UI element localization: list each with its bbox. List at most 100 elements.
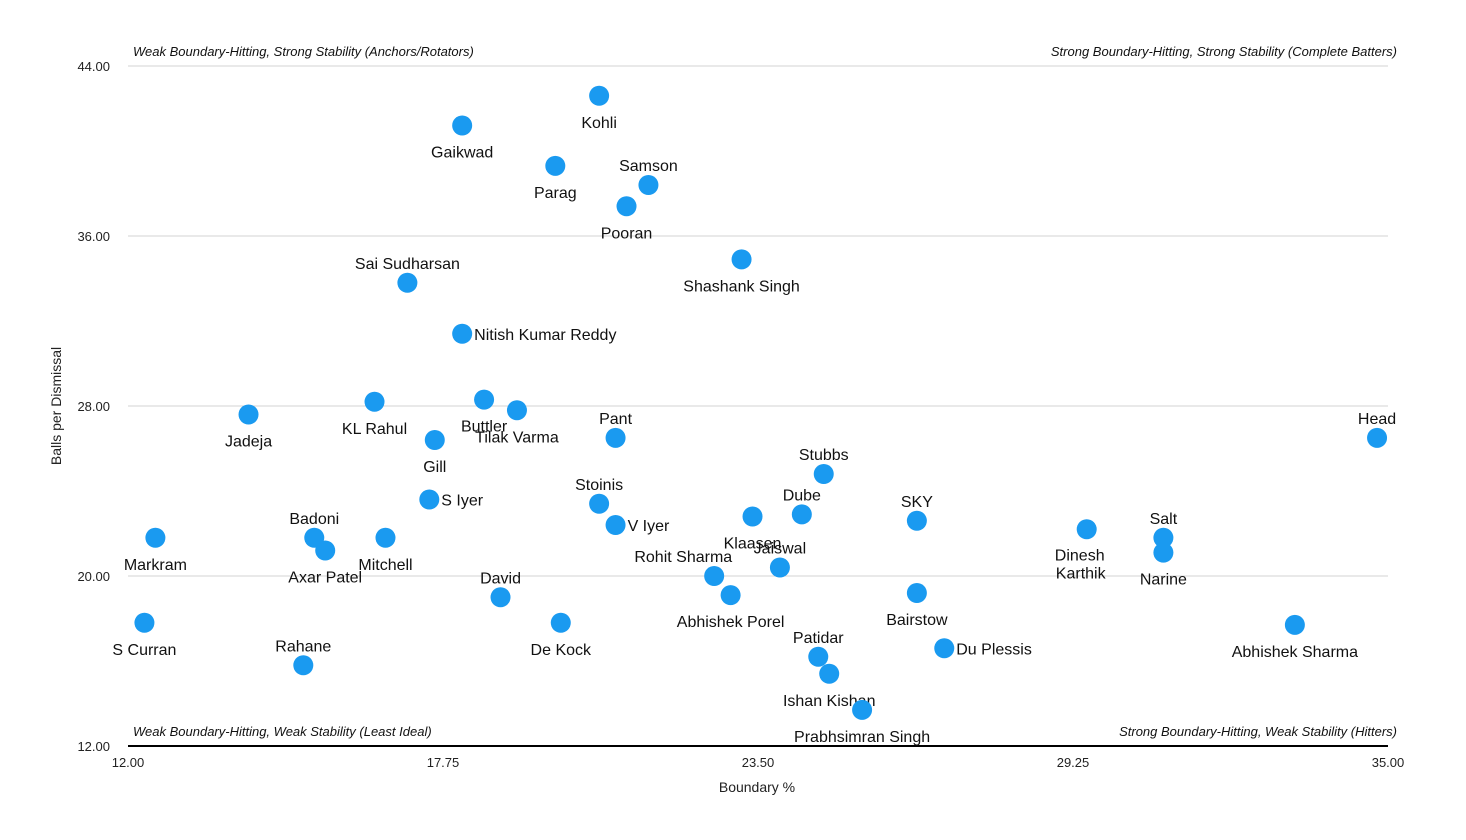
data-point-label: Mitchell [358,557,412,574]
data-point [545,155,566,176]
data-point-label: Kohli [581,115,617,132]
data-point [1076,519,1097,540]
data-point-label: Klaasen [724,536,782,553]
data-point [419,489,440,510]
data-point [589,85,610,106]
data-point [819,663,840,684]
data-point-label: Du Plessis [956,641,1032,658]
data-point-label: Axar Patel [288,570,362,587]
quadrant-label-top-left: Weak Boundary-Hitting, Strong Stability … [133,44,474,59]
data-point-label: Stubbs [799,447,849,464]
data-point [550,612,571,633]
y-tick-label: 28.00 [77,399,110,414]
data-point-label: Rahane [275,638,331,655]
data-point [791,504,812,525]
data-point-label: Parag [534,185,577,202]
data-point [474,389,495,410]
y-tick-label: 44.00 [77,59,110,74]
data-point [1367,427,1388,448]
x-tick-label: 23.50 [742,755,775,770]
data-point [616,196,637,217]
data-point [452,323,473,344]
data-point-label: Buttler [461,419,508,436]
y-tick-label: 20.00 [77,569,110,584]
data-point-label: KL Rahul [342,421,407,438]
data-point [293,655,314,676]
data-point-label: S Curran [112,642,176,659]
data-point [605,515,626,535]
gridlines [128,65,1388,577]
y-tick-label: 36.00 [77,229,110,244]
data-point-label: Nitish Kumar Reddy [474,327,616,344]
data-point-label: Tilak Varma [475,429,559,446]
data-point [1284,614,1305,635]
data-point-label: Stoinis [575,477,623,494]
x-tick-label: 29.25 [1057,755,1090,770]
data-point-label: Rohit Sharma [634,549,732,566]
y-axis-ticks: 12.00 20.00 28.00 36.00 44.00 [77,59,110,754]
data-point [605,427,626,448]
data-point [934,638,955,659]
x-tick-label: 12.00 [112,755,145,770]
data-point-label: Bairstow [886,612,948,629]
data-point-label: Gaikwad [431,145,493,162]
data-point [145,527,166,548]
data-point [813,464,834,484]
data-point [424,430,445,450]
data-point-label: V Iyer [628,518,670,535]
data-point-label: Narine [1140,572,1187,589]
data-point-label: Abhishek Porel [677,614,785,631]
data-point [1153,542,1174,563]
data-point [638,175,659,195]
x-axis-ticks: 12.00 17.75 23.50 29.25 35.00 [112,755,1405,770]
quadrant-label-bottom-left: Weak Boundary-Hitting, Weak Stability (L… [133,724,432,739]
data-point [906,583,927,603]
data-point [731,249,752,270]
data-point-label: Dinesh Karthik [1055,547,1107,582]
data-point-label: Jadeja [225,434,272,451]
data-point-label: Prabhsimran Singh [794,729,930,746]
quadrant-label-top-right: Strong Boundary-Hitting, Strong Stabilit… [1051,44,1397,59]
data-point-label: Markram [124,557,187,574]
y-tick-label: 12.00 [77,739,110,754]
data-point [490,587,511,608]
data-point [852,699,873,720]
data-point [452,115,473,136]
data-point [769,557,790,578]
x-tick-label: 35.00 [1372,755,1405,770]
data-point-label: De Kock [531,642,592,659]
data-point-label: Jaiswal [754,541,806,558]
data-point-label: Badoni [289,511,339,528]
data-point [238,404,259,425]
data-point-label: Samson [619,158,678,175]
data-point [397,272,418,293]
data-point [1153,527,1174,548]
data-point-label: Sai Sudharsan [355,256,460,273]
data-point [906,510,927,531]
data-point-label: Head [1358,411,1396,428]
data-point [742,506,763,527]
data-point [364,391,385,412]
data-point [589,493,610,514]
data-point-label: Patidar [793,630,844,647]
data-point-label: Pooran [601,225,653,242]
x-axis-title: Boundary % [719,779,795,795]
data-point-label: David [480,570,521,587]
data-point [315,540,336,561]
data-point [704,566,725,586]
data-point-label: Dube [783,487,821,504]
data-point-label: Salt [1150,511,1178,528]
data-point [375,527,396,548]
data-point [134,612,155,633]
data-points: Kohli Gaikwad Parag Samson Pooran Shashank Si… [112,85,1396,746]
data-point-label: Ishan Kishan [783,693,876,710]
x-tick-label: 17.75 [427,755,460,770]
data-point-label: Abhishek Sharma [1232,644,1358,661]
data-point-label: Shashank Singh [683,278,800,295]
data-point [720,585,741,606]
y-axis-title: Balls per Dismissal [48,347,64,465]
data-point [808,646,829,667]
data-point-label: S Iyer [441,493,483,510]
quadrant-label-bottom-right: Strong Boundary-Hitting, Weak Stability … [1119,724,1397,739]
